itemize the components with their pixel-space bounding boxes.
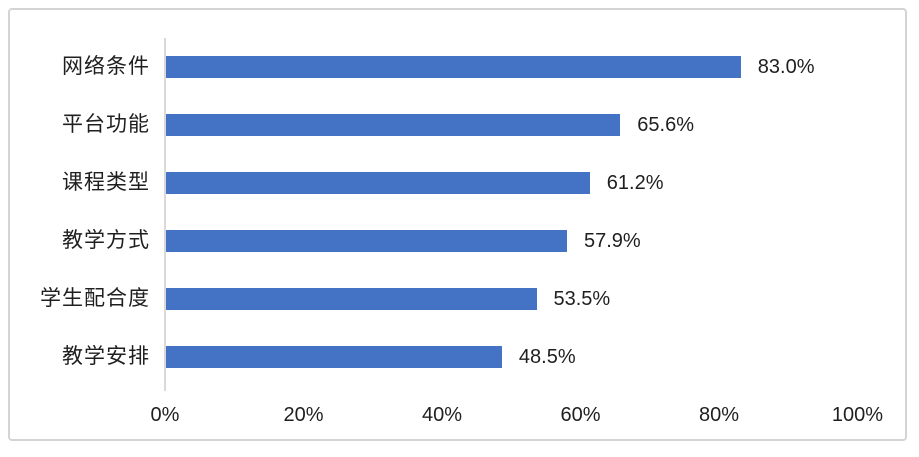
- data-label: 53.5%: [553, 288, 611, 310]
- x-tick-label: 0%: [150, 404, 180, 426]
- x-tick-label: 100%: [831, 404, 884, 426]
- bar: [166, 56, 741, 78]
- category-label: 平台功能: [62, 113, 150, 136]
- data-label: 65.6%: [637, 114, 695, 136]
- bar: [166, 230, 567, 252]
- bar: [166, 288, 537, 310]
- data-label: 48.5%: [518, 346, 576, 368]
- category-label: 教学安排: [62, 345, 150, 368]
- category-label: 教学方式: [62, 229, 150, 252]
- data-label: 57.9%: [584, 230, 641, 252]
- x-tick-label: 20%: [283, 404, 324, 426]
- x-tick-label: 60%: [560, 404, 601, 426]
- data-label: 83.0%: [757, 56, 815, 78]
- bar: [166, 346, 502, 368]
- chart-frame: [8, 8, 907, 441]
- bar: [166, 114, 621, 136]
- bar: [166, 172, 590, 194]
- category-label: 学生配合度: [40, 287, 150, 310]
- y-axis-line: [164, 38, 166, 391]
- x-tick-label: 80%: [698, 404, 740, 426]
- data-label: 61.2%: [606, 172, 664, 194]
- category-label: 网络条件: [62, 55, 150, 78]
- x-tick-label: 40%: [421, 404, 463, 426]
- category-label: 课程类型: [62, 171, 150, 194]
